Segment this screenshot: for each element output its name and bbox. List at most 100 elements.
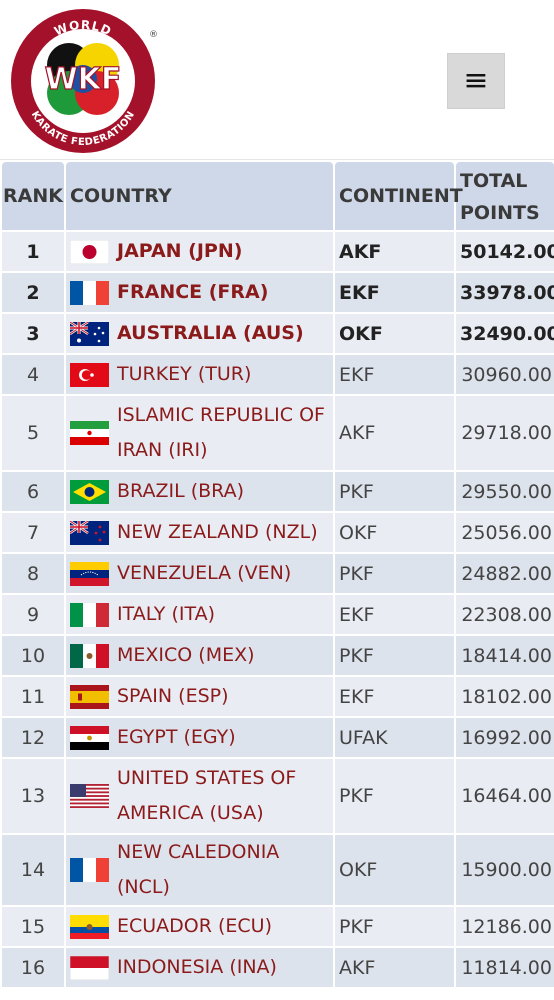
country-link[interactable]: MEXICO (MEX) <box>117 644 255 666</box>
country-cell: ECUADOR (ECU) <box>66 907 333 946</box>
table-row: 3 AUSTRALIA (AUS) OKF 32490.00 <box>2 314 554 353</box>
country-link[interactable]: NEW CALEDONIA (NCL) <box>117 841 280 898</box>
table-row: 14 NEW CALEDONIA (NCL) OKF 15900.00 <box>2 835 554 905</box>
table-row: 11 SPAIN (ESP) EKF 18102.00 <box>2 677 554 716</box>
rank-cell: 10 <box>2 636 64 675</box>
rank-cell: 13 <box>2 759 64 833</box>
country-link[interactable]: NEW ZEALAND (NZL) <box>117 521 318 543</box>
continent-cell: UFAK <box>335 718 454 757</box>
rank-cell: 2 <box>2 273 64 312</box>
site-header: WORLD KARATE FEDERATION WKF ® ≡ <box>0 0 554 160</box>
rank-cell: 7 <box>2 513 64 552</box>
continent-cell: OKF <box>335 314 454 353</box>
continent-cell: PKF <box>335 636 454 675</box>
points-cell: 22308.00 <box>456 595 554 634</box>
points-cell: 16992.00 <box>456 718 554 757</box>
points-cell: 33978.00 <box>456 273 554 312</box>
logo-text: WKF <box>45 62 122 97</box>
svg-text:®: ® <box>149 30 157 40</box>
flag-au-icon <box>70 321 109 346</box>
continent-cell: OKF <box>335 835 454 905</box>
points-cell: 50142.00 <box>456 232 554 271</box>
rank-cell: 1 <box>2 232 64 271</box>
country-cell: JAPAN (JPN) <box>66 232 333 271</box>
country-cell: FRANCE (FRA) <box>66 273 333 312</box>
rank-cell: 9 <box>2 595 64 634</box>
rank-cell: 3 <box>2 314 64 353</box>
continent-cell: OKF <box>335 513 454 552</box>
country-link[interactable]: BRAZIL (BRA) <box>117 480 244 502</box>
flag-nc-icon <box>70 858 109 882</box>
flag-ir-icon <box>70 421 109 445</box>
country-link[interactable]: ISLAMIC REPUBLIC OF IRAN (IRI) <box>117 404 325 461</box>
continent-cell: AKF <box>335 232 454 271</box>
ranking-table-container: RANK COUNTRY CONTINENT TOTAL POINTS 1 JAP… <box>0 160 554 1000</box>
country-link[interactable]: JAPAN (JPN) <box>117 240 243 262</box>
continent-cell: EKF <box>335 273 454 312</box>
points-cell: 16464.00 <box>456 759 554 833</box>
ranking-table: RANK COUNTRY CONTINENT TOTAL POINTS 1 JAP… <box>0 160 554 989</box>
rank-cell: 12 <box>2 718 64 757</box>
country-cell: EGYPT (EGY) <box>66 718 333 757</box>
wkf-logo[interactable]: WORLD KARATE FEDERATION WKF ® <box>9 7 158 155</box>
table-row: 4 TURKEY (TUR) EKF 30960.00 <box>2 355 554 394</box>
col-header-points[interactable]: TOTAL POINTS <box>456 162 554 230</box>
country-link[interactable]: AUSTRALIA (AUS) <box>117 322 304 344</box>
table-row: 7 NEW ZEALAND (NZL) OKF 25056.00 <box>2 513 554 552</box>
continent-cell: EKF <box>335 355 454 394</box>
col-header-rank[interactable]: RANK <box>2 162 64 230</box>
table-row: 16 INDONESIA (INA) AKF 11814.00 <box>2 948 554 987</box>
country-link[interactable]: ITALY (ITA) <box>117 603 215 625</box>
country-link[interactable]: FRANCE (FRA) <box>117 281 269 303</box>
continent-cell: PKF <box>335 472 454 511</box>
country-cell: BRAZIL (BRA) <box>66 472 333 511</box>
table-header-row: RANK COUNTRY CONTINENT TOTAL POINTS <box>2 162 554 230</box>
points-cell: 29550.00 <box>456 472 554 511</box>
points-cell: 18102.00 <box>456 677 554 716</box>
country-link[interactable]: SPAIN (ESP) <box>117 685 229 707</box>
table-row: 1 JAPAN (JPN) AKF 50142.00 <box>2 232 554 271</box>
points-cell: 30960.00 <box>456 355 554 394</box>
continent-cell: PKF <box>335 759 454 833</box>
continent-cell: EKF <box>335 677 454 716</box>
col-header-country[interactable]: COUNTRY <box>66 162 333 230</box>
country-link[interactable]: EGYPT (EGY) <box>117 726 236 748</box>
rank-cell: 15 <box>2 907 64 946</box>
country-link[interactable]: UNITED STATES OF AMERICA (USA) <box>117 767 297 824</box>
flag-ve-icon <box>70 561 109 586</box>
flag-ec-icon <box>70 914 109 939</box>
continent-cell: EKF <box>335 595 454 634</box>
table-row: 2 FRANCE (FRA) EKF 33978.00 <box>2 273 554 312</box>
rank-cell: 16 <box>2 948 64 987</box>
flag-us-icon <box>70 784 109 808</box>
continent-cell: AKF <box>335 948 454 987</box>
country-cell: UNITED STATES OF AMERICA (USA) <box>66 759 333 833</box>
table-row: 5 ISLAMIC REPUBLIC OF IRAN (IRI) AKF 29718.… <box>2 396 554 470</box>
col-header-continent[interactable]: CONTINENT <box>335 162 463 230</box>
flag-id-icon <box>70 955 109 980</box>
flag-jp-icon <box>70 239 109 264</box>
flag-eg-icon <box>70 725 109 750</box>
flag-es-icon <box>70 684 109 709</box>
table-row: 13 UNITED STATES OF AMERICA (USA) PKF 16464… <box>2 759 554 833</box>
country-link[interactable]: TURKEY (TUR) <box>117 363 252 385</box>
country-cell: TURKEY (TUR) <box>66 355 333 394</box>
continent-cell: PKF <box>335 554 454 593</box>
table-row: 9 ITALY (ITA) EKF 22308.00 <box>2 595 554 634</box>
rank-cell: 8 <box>2 554 64 593</box>
continent-cell: PKF <box>335 907 454 946</box>
country-cell: AUSTRALIA (AUS) <box>66 314 333 353</box>
country-link[interactable]: VENEZUELA (VEN) <box>117 562 292 584</box>
flag-fr-icon <box>70 280 109 305</box>
country-link[interactable]: ECUADOR (ECU) <box>117 915 273 937</box>
points-cell: 29718.00 <box>456 396 554 470</box>
menu-button[interactable]: ≡ <box>447 53 505 109</box>
country-cell: NEW CALEDONIA (NCL) <box>66 835 333 905</box>
table-row: 15 ECUADOR (ECU) PKF 12186.00 <box>2 907 554 946</box>
country-cell: VENEZUELA (VEN) <box>66 554 333 593</box>
country-cell: INDONESIA (INA) <box>66 948 333 987</box>
points-cell: 11814.00 <box>456 948 554 987</box>
country-cell: ISLAMIC REPUBLIC OF IRAN (IRI) <box>66 396 333 470</box>
flag-nz-icon <box>70 520 109 545</box>
country-link[interactable]: INDONESIA (INA) <box>117 956 277 978</box>
